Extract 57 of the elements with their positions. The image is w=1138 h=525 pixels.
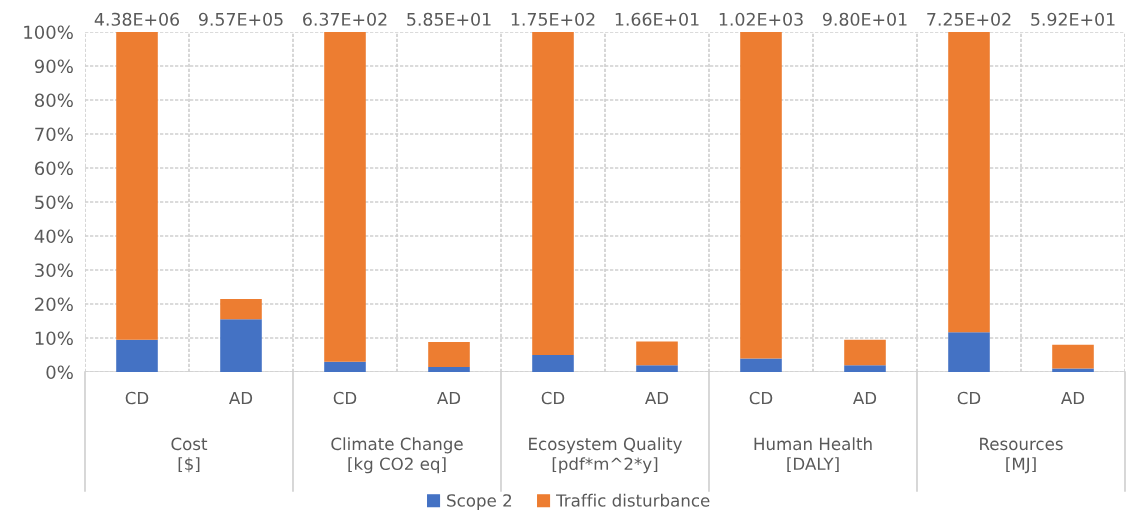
bar bbox=[116, 32, 158, 340]
text: 9.80E+01 bbox=[822, 12, 907, 26]
text: 1.75E+02 bbox=[511, 12, 595, 26]
x-tick-label: AD bbox=[1061, 391, 1085, 405]
bar bbox=[740, 32, 782, 359]
bar bbox=[1052, 344, 1094, 369]
bar bbox=[740, 358, 782, 372]
y-tick-label: 20% bbox=[35, 297, 73, 312]
bar bbox=[636, 365, 678, 372]
legend-label: Scope 2 bbox=[447, 494, 512, 510]
x-tick-label: CD bbox=[541, 391, 565, 405]
x-tick-label: CD bbox=[957, 391, 981, 405]
text: Cost [$] bbox=[171, 437, 208, 473]
bar bbox=[324, 361, 366, 372]
y-tick-label: 50% bbox=[35, 195, 73, 210]
text: 5.85E+01 bbox=[407, 12, 491, 26]
legend-label: Traffic disturbance bbox=[556, 493, 710, 507]
bar bbox=[636, 341, 678, 366]
bar bbox=[220, 319, 262, 372]
bar bbox=[844, 339, 886, 366]
y-tick-label: 60% bbox=[35, 161, 73, 176]
y-tick-label: 0% bbox=[46, 365, 73, 380]
y-tick-label: 10% bbox=[35, 331, 73, 346]
text: 7.25E+02 bbox=[927, 12, 1011, 26]
text: Resources [MJ] bbox=[980, 437, 1063, 474]
text: 9.57E+05 bbox=[198, 12, 283, 26]
y-tick-label: 90% bbox=[34, 59, 73, 74]
x-tick-label: CD bbox=[749, 391, 773, 405]
y-tick-label: 80% bbox=[34, 93, 73, 108]
y-tick-label: 70% bbox=[35, 127, 73, 142]
x-tick-label: AD bbox=[853, 391, 877, 405]
bar bbox=[324, 32, 366, 362]
text: 6.37E+02 bbox=[303, 12, 387, 26]
bar bbox=[428, 366, 470, 372]
text: 5.92E+01 bbox=[1031, 12, 1115, 26]
text: Ecosystem Quality [pdf*m^2*y] bbox=[529, 437, 682, 474]
x-tick-label: CD bbox=[125, 391, 149, 405]
x-tick-label: AD bbox=[229, 391, 253, 405]
x-tick-label: CD bbox=[333, 391, 357, 405]
bar bbox=[948, 332, 990, 372]
y-tick-label: 100% bbox=[24, 25, 73, 40]
bar bbox=[532, 355, 574, 372]
text: 1.02E+03 bbox=[719, 12, 803, 26]
x-tick-label: AD bbox=[645, 391, 669, 405]
text: Climate Change [kg CO2 eq] bbox=[331, 437, 463, 474]
bar bbox=[116, 339, 158, 372]
bar bbox=[948, 32, 990, 333]
bar bbox=[844, 365, 886, 372]
bar bbox=[428, 342, 470, 367]
x-tick-label: AD bbox=[437, 391, 461, 405]
bar bbox=[532, 32, 574, 355]
text: Human Health [DALY] bbox=[754, 437, 872, 473]
bar bbox=[220, 298, 262, 320]
text: 4.38E+06 bbox=[94, 12, 180, 26]
y-tick-label: 30% bbox=[35, 263, 73, 278]
y-tick-label: 40% bbox=[34, 229, 73, 244]
text: 1.66E+01 bbox=[615, 12, 699, 26]
